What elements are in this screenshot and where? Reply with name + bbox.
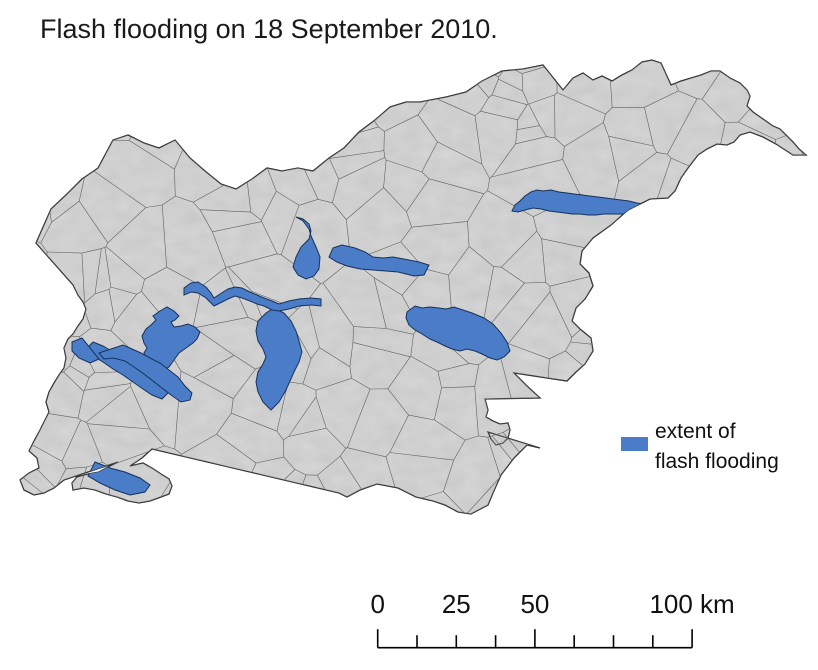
svg-text:100 km: 100 km: [649, 589, 734, 619]
svg-text:25: 25: [442, 589, 471, 619]
svg-text:50: 50: [520, 589, 549, 619]
svg-text:0: 0: [370, 589, 384, 619]
